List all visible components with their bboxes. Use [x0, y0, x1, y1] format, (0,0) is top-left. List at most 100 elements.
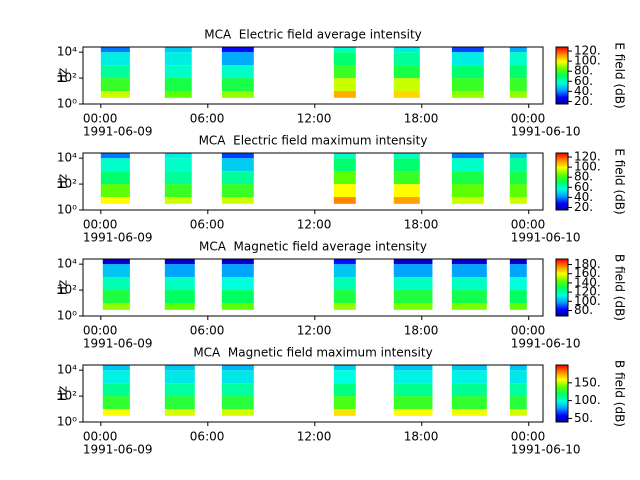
colorbar-step: [556, 94, 568, 96]
spectrogram-cell: [451, 47, 484, 53]
spectrogram-cell: [333, 383, 356, 397]
colorbar-step: [556, 414, 568, 416]
colorbar-step: [556, 300, 568, 302]
spectrogram-cell: [221, 303, 254, 310]
spectrogram-cell: [221, 158, 254, 172]
colorbar-step: [556, 399, 568, 401]
colorbar-tick-label: 40.: [574, 84, 593, 98]
spectrogram-cell: [221, 264, 254, 278]
colorbar-step: [556, 260, 568, 262]
colorbar-step: [556, 174, 568, 176]
spectrogram-cell: [333, 153, 356, 159]
spectrogram-cell: [100, 171, 130, 185]
spectrogram-cell: [393, 91, 420, 98]
spectrogram-cell: [102, 383, 130, 397]
y-tick-label: 10²: [57, 389, 77, 403]
spectrogram-cell: [333, 370, 356, 384]
colorbar-step: [556, 270, 568, 272]
colorbar-step: [556, 47, 568, 49]
colorbar-step: [556, 273, 568, 275]
colorbar-step: [556, 89, 568, 91]
spectrogram-cell: [102, 370, 130, 384]
y-tick-label: 10⁴: [57, 151, 77, 165]
colorbar-step: [556, 100, 568, 102]
spectrogram-cell: [102, 277, 130, 291]
colorbar-tick-label: 20.: [574, 94, 593, 108]
spectrogram-cell: [164, 91, 192, 98]
spectrogram-cell: [333, 303, 356, 310]
spectrogram-cell: [164, 47, 192, 53]
colorbar-step: [556, 371, 568, 373]
colorbar-step: [556, 194, 568, 196]
spectrogram-cell: [451, 409, 487, 416]
spectrogram-cell: [451, 52, 484, 66]
colorbar-step: [556, 60, 568, 62]
colorbar-step: [556, 292, 568, 294]
colorbar-step: [556, 61, 568, 63]
spectrogram-cell: [221, 197, 254, 204]
colorbar-step: [556, 158, 568, 160]
colorbar-step: [556, 275, 568, 277]
spectrogram-cell: [509, 396, 527, 410]
spectrogram-cell: [102, 396, 130, 410]
spectrogram-cell: [509, 184, 527, 198]
colorbar-step: [556, 166, 568, 168]
colorbar-step: [556, 376, 568, 378]
colorbar-step: [556, 188, 568, 190]
spectrogram-cell: [509, 78, 527, 92]
date-label: 1991-06-09: [83, 231, 153, 245]
colorbar-step: [556, 369, 568, 371]
colorbar-step: [556, 84, 568, 86]
x-tick-label: 12:00: [297, 112, 332, 126]
y-tick-label: 10⁴: [57, 45, 77, 59]
spectrogram-cell: [100, 197, 130, 204]
y-tick-label: 10⁰: [57, 203, 77, 217]
colorbar-tick-label: 80.: [574, 303, 593, 317]
spectrogram-cell: [164, 277, 195, 291]
spectrogram-cell: [164, 370, 195, 384]
spectrogram-cell: [333, 184, 356, 198]
spectrogram-cell: [393, 65, 420, 79]
colorbar-tick-label: 100.: [574, 393, 601, 407]
x-tick-label: 00:00: [511, 112, 546, 126]
colorbar-step: [556, 383, 568, 385]
colorbar-step: [556, 96, 568, 98]
spectrogram-cell: [100, 47, 130, 53]
colorbar-step: [556, 80, 568, 82]
spectrogram-cell: [393, 184, 420, 198]
colorbar-tick-label: 50.: [574, 411, 593, 425]
colorbar-step: [556, 197, 568, 199]
colorbar-step: [556, 64, 568, 66]
spectrogram-cell: [393, 78, 420, 92]
colorbar-step: [556, 163, 568, 165]
colorbar-step: [556, 86, 568, 88]
spectrogram-cell: [164, 52, 192, 66]
spectrogram-cell: [451, 365, 487, 371]
x-tick-label: 06:00: [190, 324, 225, 338]
colorbar-step: [556, 294, 568, 296]
colorbar-step: [556, 411, 568, 413]
spectrogram-cell: [164, 158, 192, 172]
x-tick-label: 18:00: [404, 430, 439, 444]
colorbar-step: [556, 304, 568, 306]
x-tick-label: 06:00: [190, 218, 225, 232]
y-axis-label: Hz: [56, 280, 70, 295]
colorbar-step: [556, 281, 568, 283]
colorbar-step: [556, 185, 568, 187]
colorbar-step: [556, 91, 568, 93]
chart-title: MCA Magnetic field maximum intensity: [193, 346, 432, 360]
x-tick-label: 00:00: [511, 324, 546, 338]
colorbar-step: [556, 308, 568, 310]
colorbar-step: [556, 168, 568, 170]
spectrogram-cell: [164, 365, 195, 371]
colorbar-step: [556, 397, 568, 399]
colorbar-step: [556, 66, 568, 68]
x-tick-label: 00:00: [511, 430, 546, 444]
spectrogram-cell: [509, 197, 527, 204]
colorbar-step: [556, 63, 568, 65]
colorbar-step: [556, 404, 568, 406]
colorbar-step: [556, 299, 568, 301]
colorbar-step: [556, 420, 568, 422]
colorbar-step: [556, 186, 568, 188]
